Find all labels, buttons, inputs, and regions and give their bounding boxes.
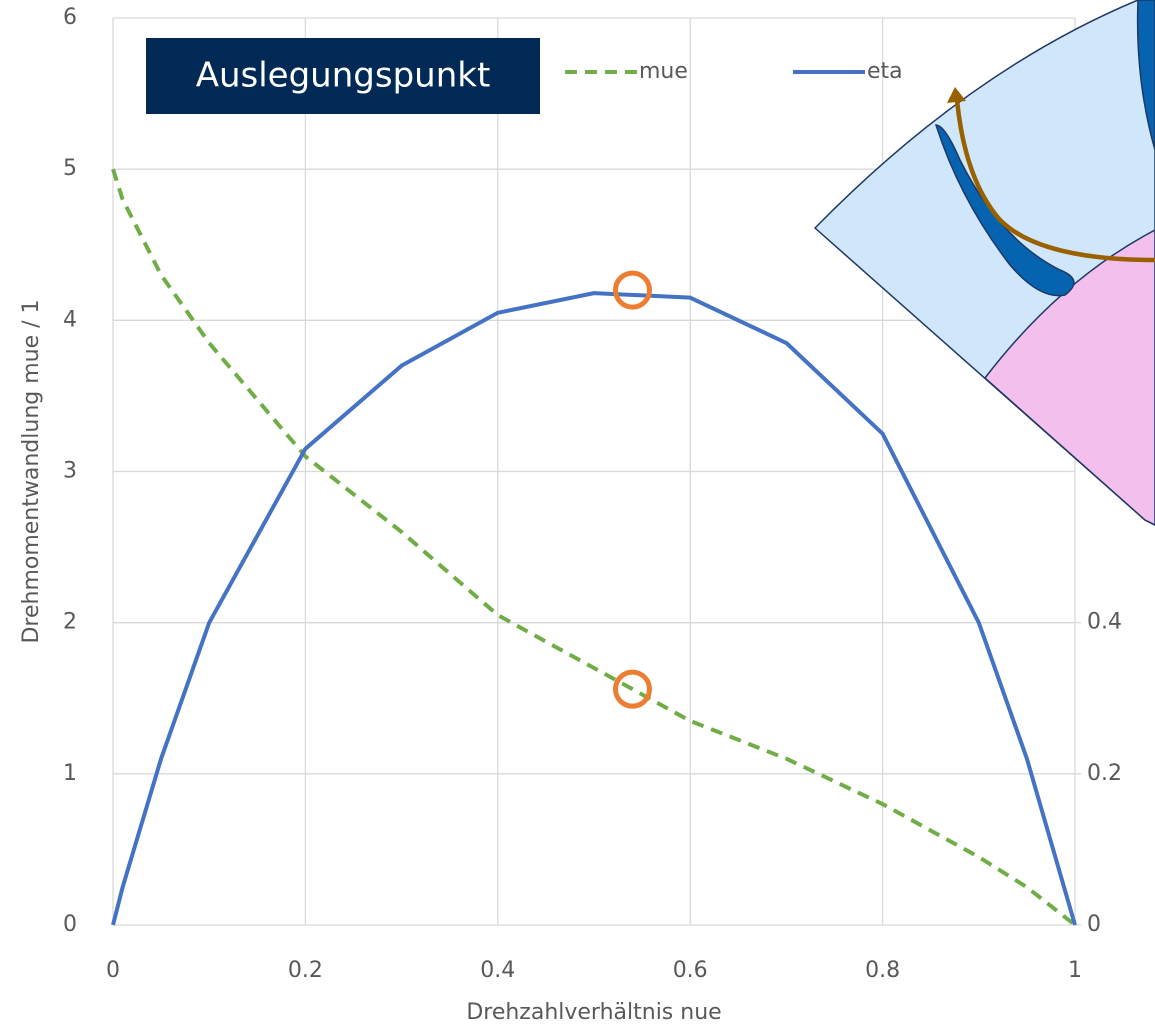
y2-tick-label: 0.2 xyxy=(1087,761,1122,786)
y-axis-label: Drehmomentwandlung mue / 1 xyxy=(19,299,44,643)
y2-tick-label: 0.4 xyxy=(1087,610,1122,635)
legend-label: mue xyxy=(639,59,688,84)
y-tick-label: 0 xyxy=(63,912,77,937)
x-tick-label: 0.2 xyxy=(288,958,323,983)
y-tick-label: 5 xyxy=(63,156,77,181)
x-tick-label: 0.4 xyxy=(480,958,515,983)
overlay: Auslegungspunkt mue eta xyxy=(146,38,903,114)
y-tick-label: 3 xyxy=(63,459,77,484)
annotation: Auslegungspunkt xyxy=(196,56,491,96)
x-tick-label: 0.6 xyxy=(673,958,708,983)
x-axis-label: Drehzahlverhältnis nue xyxy=(466,1000,721,1025)
y-tick-label: 6 xyxy=(63,5,77,30)
y-tick-label: 4 xyxy=(63,307,77,332)
x-tick-label: 0 xyxy=(106,958,120,983)
x-tick-label: 1 xyxy=(1068,958,1082,983)
page: 00.20.40.60.81012345600.20.4Drehzahlverh… xyxy=(0,0,1155,1036)
arrow-head xyxy=(947,87,966,103)
y-tick-label: 2 xyxy=(63,610,77,635)
chart: 00.20.40.60.81012345600.20.4Drehzahlverh… xyxy=(0,0,1155,1036)
y2-tick-label: 0 xyxy=(1087,912,1101,937)
x-tick-label: 0.8 xyxy=(865,958,900,983)
legend-label: eta xyxy=(867,59,903,84)
turbine-illustration xyxy=(815,0,1155,525)
design-point-eta xyxy=(615,273,649,307)
y-tick-label: 1 xyxy=(63,761,77,786)
